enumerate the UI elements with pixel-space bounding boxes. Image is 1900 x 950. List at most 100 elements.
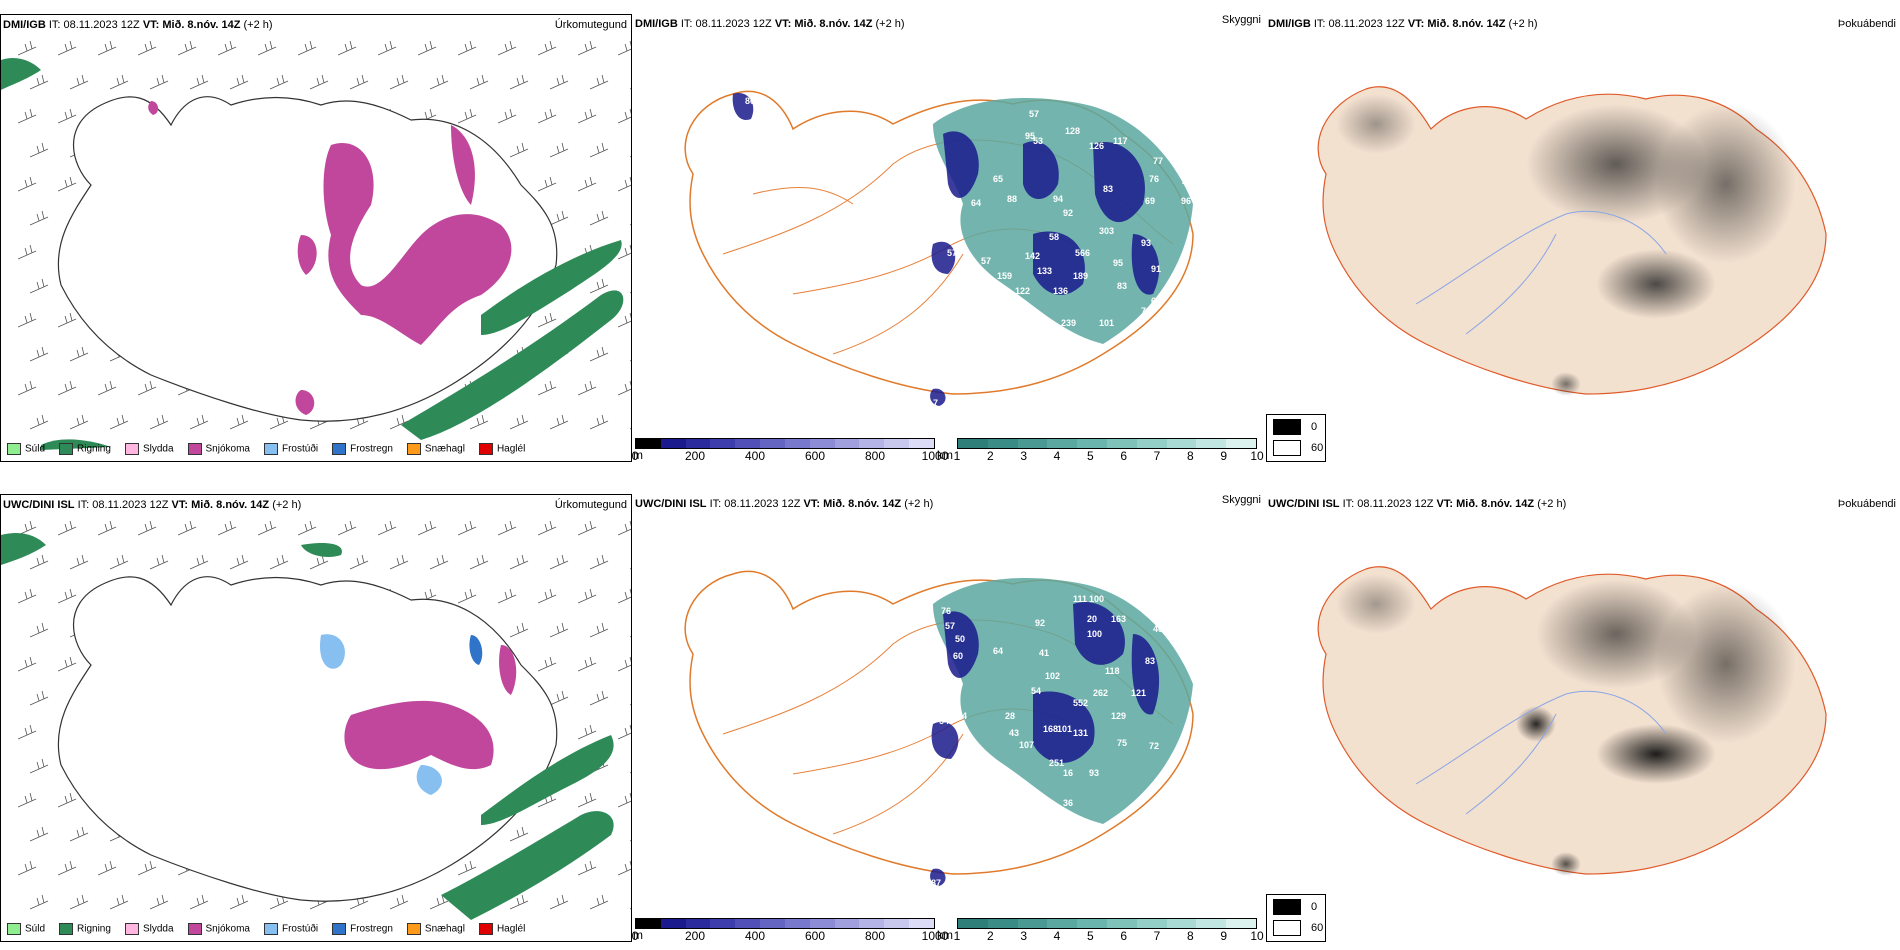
svg-text:100: 100 [1089,594,1104,604]
wind-barb [257,40,277,56]
visibility-colorbar: 1 2 3 4 5 6 7 8 9 10 km [937,438,1264,463]
wind-barb [509,894,529,910]
legend-swatch [478,923,493,935]
svg-text:16: 16 [1063,768,1073,778]
wind-barb [29,622,49,638]
wind-barb [629,428,631,430]
colorbar-unit: km [937,448,953,462]
svg-text:142: 142 [1025,251,1040,261]
fog-map[interactable] [1266,34,1900,434]
fog-legend-item: 0 [1273,899,1317,915]
wind-barb [617,792,631,808]
wind-barb [309,74,329,90]
wind-barb [389,74,409,90]
wind-barb [549,690,569,706]
svg-text:57: 57 [947,248,957,258]
wind-barb [589,142,609,158]
wind-barb [577,792,597,808]
wind-barb [57,312,77,328]
colorbar-cell [685,439,711,448]
colorbar-cell [784,919,810,928]
colorbar-cells [635,438,935,449]
wind-barb [417,40,437,56]
wind-barb [109,414,129,430]
colorbar-cell [859,439,885,448]
legend-swatch [263,443,278,455]
wind-barb [109,894,129,910]
colorbar-cell [710,919,736,928]
colorbar-ticks: 0 200 400 600 800 1000 [632,449,949,463]
wind-barb [589,346,609,362]
colorbar-cell [636,439,661,448]
svg-text:92: 92 [1035,618,1045,628]
wind-barb [497,40,517,56]
legend-swatch [406,923,421,935]
svg-text:64: 64 [993,646,1003,656]
wind-barb [57,860,77,876]
wind-barb [577,860,597,876]
colorbar-tick: 6 [1120,929,1127,943]
wind-barb [549,894,569,910]
svg-text:168: 168 [1043,724,1058,734]
wind-barb [589,414,609,430]
colorbar-ticks: 1 2 3 4 5 6 7 8 9 10 [954,449,1264,463]
colorbar-cell [809,919,835,928]
wind-barb [177,40,197,56]
colorbar-tick: 6 [1120,449,1127,463]
wind-barb [57,108,77,124]
wind-barb [57,380,77,396]
colorbar-tick: 400 [744,929,766,943]
panel-title: Skyggni [1221,494,1261,506]
legend-item: Frostregn [332,443,393,455]
colorbar-ticks: 1 2 3 4 5 6 7 8 9 10 [954,929,1264,943]
legend-item: Snjókoma [187,923,250,935]
precip-legend: Súld Rigning Slydda Snjókoma Frostúði Fr… [7,443,525,455]
svg-text:102: 102 [1045,671,1060,681]
colorbar-tick: 5 [1086,449,1094,463]
fog-map[interactable] [1266,514,1900,914]
svg-text:69: 69 [1145,196,1155,206]
svg-text:129: 129 [1111,711,1126,721]
precip-map[interactable] [1,35,631,450]
cloud-map[interactable]: 86 57 53 95 128 126 117 77 76 75 96 69 8… [633,34,1265,414]
colorbar-cell [958,439,988,448]
colorbar-tick: 8 [1186,449,1194,463]
wind-barb [457,108,477,124]
wind-barb [629,636,631,638]
svg-text:75: 75 [1181,176,1191,186]
precip-map[interactable] [1,515,631,930]
wind-barb [577,176,597,192]
svg-text:50: 50 [955,634,965,644]
wind-barb [457,520,477,536]
colorbar-tick: 10 [1250,929,1264,943]
wind-barb [469,414,489,430]
svg-text:118: 118 [1105,666,1120,676]
precip-areas [1,533,614,920]
wind-barb [629,224,631,226]
svg-text:77: 77 [1153,156,1163,166]
colorbar-tick: 9 [1220,449,1227,463]
wind-barb [229,554,249,570]
wind-barb [417,520,437,536]
wind-barb [589,690,609,706]
wind-barb [617,520,631,536]
colorbar-cell [1077,439,1107,448]
wind-barb [537,588,557,604]
colorbar-cell [685,919,711,928]
legend-item: Frostúði [263,443,318,455]
colorbar-cell [1166,439,1197,448]
wind-barb [149,414,169,430]
svg-text:95: 95 [1113,258,1123,268]
colorbar-unit: m [633,928,643,942]
legend-swatch [478,443,493,455]
fog-legend: 0 60 [1266,414,1326,462]
wind-barb [229,894,249,910]
legend-swatch [59,443,74,455]
wind-barb [109,74,129,90]
wind-barb [69,554,89,570]
panel-title: Þokuábendi [1837,18,1896,30]
svg-text:128: 128 [1065,126,1080,136]
legend-swatch [1273,920,1301,936]
colorbar-tick: 0 [631,929,639,943]
cloud-map[interactable]: 111 100 76 57 50 60 92 20 100 163 46 48 … [633,514,1265,894]
